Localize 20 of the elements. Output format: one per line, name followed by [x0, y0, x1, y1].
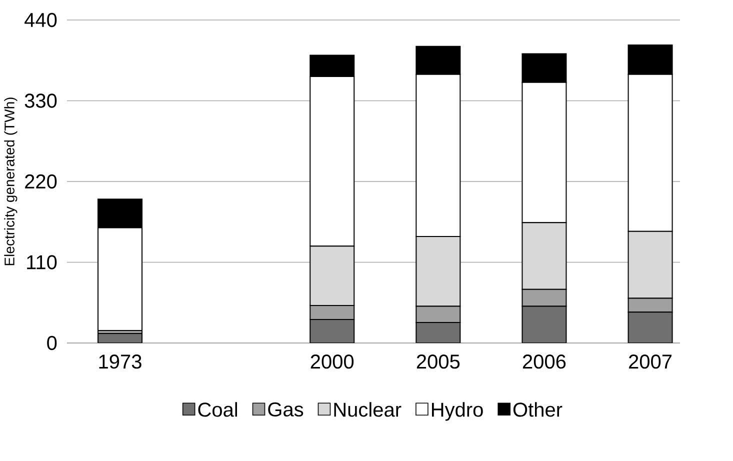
bar — [628, 312, 673, 343]
legend-label: Gas — [268, 402, 304, 417]
bar — [522, 306, 567, 343]
x-tick-label: 2000 — [310, 354, 354, 369]
legend-label: Other — [513, 402, 562, 417]
x-tick-label: 2005 — [416, 354, 460, 369]
y-tick-label: 440 — [24, 12, 57, 28]
legend-label: Nuclear — [334, 402, 402, 417]
x-tick-label: 1973 — [99, 354, 142, 369]
legend-label: Hydro — [432, 402, 483, 421]
legend-label: Coal — [198, 402, 238, 417]
x-tick-label: 2007 — [629, 354, 672, 369]
y-tick-label: 110 — [27, 255, 57, 270]
x-tick-label: 2006 — [522, 354, 566, 369]
y-tick-label: 0 — [47, 336, 57, 350]
y-tick-label: 330 — [24, 94, 57, 108]
y-tick-label: 220 — [25, 174, 57, 189]
bar — [310, 319, 355, 343]
bar — [416, 322, 461, 343]
y-axis-title: Electricity generated (TWh) — [4, 98, 18, 266]
